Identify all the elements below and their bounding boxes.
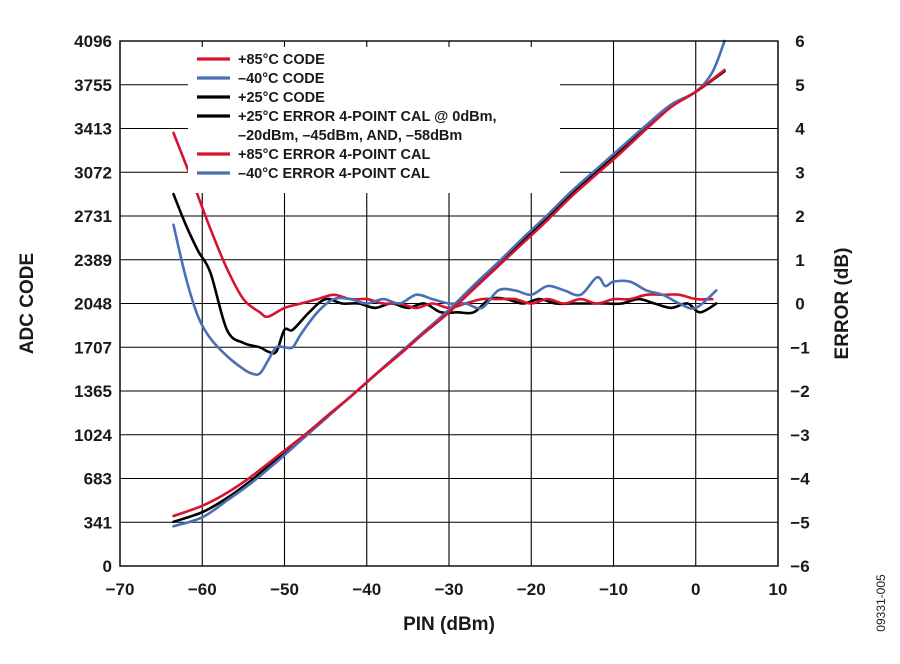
y-left-tick-label: 2731 [74, 207, 112, 226]
plot-frame [119, 40, 779, 567]
y-right-tick-label: 5 [795, 76, 804, 95]
y-right-tick-label: 2 [795, 207, 804, 226]
legend-label-line2: –20dBm, –45dBm, AND, –58dBm [238, 128, 462, 144]
x-tick-label: −70 [106, 580, 135, 599]
y-right-tick-label: −4 [790, 470, 810, 489]
legend-label: +85°C ERROR 4-POINT CAL [238, 147, 430, 163]
figure-id: 09331-005 [874, 574, 888, 632]
y-axis-left-label: ADC CODE [17, 253, 38, 354]
legend-label: +25°C CODE [238, 90, 325, 106]
legend-background [188, 47, 560, 193]
tick-labels: −70 −60 −50 −40 −30 −20 −10 0 100341683102413651… [74, 32, 810, 599]
y-right-tick-label: 1 [795, 251, 804, 270]
y-right-tick-label: 3 [795, 163, 804, 182]
y-right-tick-label: −2 [790, 382, 809, 401]
y-right-tick-label: −1 [790, 338, 809, 357]
x-tick-label: −60 [188, 580, 217, 599]
x-tick-label: −10 [599, 580, 628, 599]
y-left-tick-label: 4096 [74, 32, 112, 51]
x-tick-label: −40 [352, 580, 381, 599]
y-left-tick-label: 683 [84, 470, 112, 489]
y-left-tick-label: 1365 [74, 382, 112, 401]
y-left-tick-label: 3413 [74, 120, 112, 139]
y-left-tick-label: 1024 [74, 426, 112, 445]
legend: +85°C CODE –40°C CODE +25°C CODE +25°C ERRO… [188, 47, 560, 193]
legend-label: –40°C ERROR 4-POINT CAL [238, 166, 430, 182]
y-left-tick-label: 3072 [74, 163, 112, 182]
x-tick-label: −20 [517, 580, 546, 599]
y-left-tick-label: 3755 [74, 76, 112, 95]
y-right-tick-label: 4 [795, 120, 805, 139]
y-right-tick-label: 0 [795, 295, 804, 314]
series-85c-code [172, 68, 726, 518]
x-tick-label: −50 [270, 580, 299, 599]
series-layer [172, 39, 726, 528]
x-tick-label: −30 [435, 580, 464, 599]
x-axis-label: PIN (dBm) [403, 614, 495, 635]
y-left-tick-label: 2389 [74, 251, 112, 270]
y-left-tick-label: 0 [103, 557, 112, 576]
y-right-tick-label: 6 [795, 32, 804, 51]
y-left-tick-label: 1707 [74, 338, 112, 357]
y-right-tick-label: −5 [790, 513, 809, 532]
legend-label: +85°C CODE [238, 52, 325, 68]
series-minus40c-error [172, 223, 718, 376]
series-85c-error [172, 131, 714, 319]
x-tick-label: 0 [691, 580, 700, 599]
legend-label: +25°C ERROR 4-POINT CAL @ 0dBm, [238, 109, 497, 125]
y-left-tick-label: 341 [84, 513, 112, 532]
series-25c-error [172, 192, 718, 355]
y-axis-right-label: ERROR (dB) [832, 248, 853, 360]
y-left-tick-label: 2048 [74, 295, 112, 314]
series-minus40c-code [172, 39, 726, 528]
x-tick-label: 10 [769, 580, 788, 599]
y-right-tick-label: −3 [790, 426, 809, 445]
y-right-tick-label: −6 [790, 557, 809, 576]
legend-label: –40°C CODE [238, 71, 325, 87]
